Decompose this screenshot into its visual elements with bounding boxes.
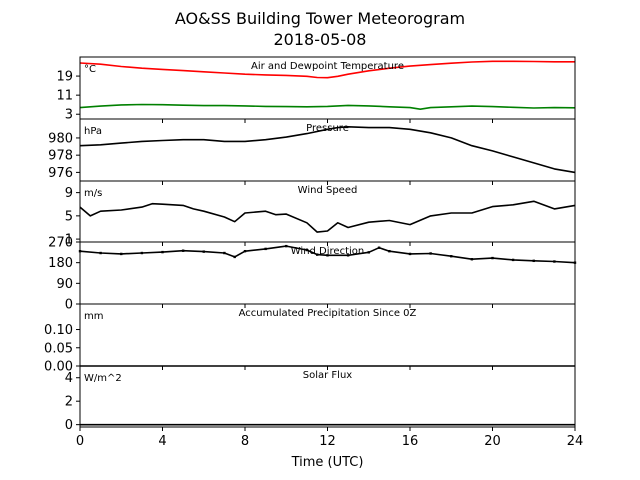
data-point [161, 250, 164, 254]
x-tick-label: 12 [319, 434, 336, 449]
panel-unit: °C [84, 64, 96, 75]
chart-subtitle: 2018-05-08 [274, 30, 367, 49]
panel-2: 976 978 980 Pressure hPa [48, 118, 576, 185]
y-tick-label: 5 [65, 209, 73, 224]
y-tick-label: 0 [65, 298, 73, 313]
data-point [367, 251, 370, 254]
data-point [491, 256, 494, 260]
data-point [223, 251, 226, 255]
panel-1: 3 11 19 Air and Dewpoint Temperature °C [56, 56, 576, 123]
y-tick-label: 19 [56, 70, 73, 85]
y-tick-label: 4 [65, 371, 73, 386]
series-line-1 [79, 60, 575, 79]
data-point [408, 252, 412, 256]
y-tick-label: 1 [65, 233, 73, 248]
data-point [511, 258, 515, 262]
data-point [285, 244, 288, 248]
y-tick-label: 0 [65, 418, 73, 433]
data-point [377, 246, 381, 249]
x-tick-label: 24 [567, 434, 584, 449]
data-point [243, 249, 247, 253]
y-tick-label: 980 [48, 131, 73, 146]
panel-title: Accumulated Precipitation Since 0Z [239, 308, 417, 319]
y-tick-label: 0.10 [44, 323, 73, 338]
x-tick-label: 20 [484, 434, 501, 449]
data-point [532, 259, 535, 263]
panel-4: 0 90 180 270 Wind Direction [48, 236, 577, 313]
data-point [202, 250, 205, 253]
data-point [305, 248, 309, 252]
y-tick-label: 0.05 [44, 341, 73, 356]
data-point [429, 252, 432, 255]
y-tick-label: 9 [65, 186, 73, 201]
y-tick-label: 978 [48, 149, 73, 164]
data-point [181, 249, 185, 252]
data-point [470, 258, 474, 261]
y-tick-label: 3 [65, 108, 73, 123]
panel-title: Wind Direction [291, 246, 365, 257]
panel-5: 0.00 0.05 0.10 Accumulated Precipitation Si… [44, 303, 576, 375]
series-line-1 [79, 200, 576, 233]
panel-3: 1 5 9 Wind Speed m/s [65, 180, 576, 248]
y-tick-label: 90 [56, 277, 73, 292]
data-point [99, 251, 102, 255]
x-tick-label: 8 [241, 434, 249, 449]
data-point [553, 260, 556, 263]
panel-title: Wind Speed [298, 185, 358, 196]
series-line-1 [79, 126, 576, 174]
panel-unit: W/m^2 [84, 373, 122, 384]
y-tick-label: 0.00 [44, 360, 73, 375]
series-line-1 [79, 245, 576, 264]
panel-unit: hPa [84, 126, 102, 137]
panel-unit: mm [84, 311, 103, 322]
x-axis-label: Time (UTC) [291, 455, 364, 470]
x-tick-label: 4 [158, 434, 166, 449]
x-tick-label: 16 [402, 434, 419, 449]
data-point [264, 247, 267, 251]
series-line-2 [79, 103, 576, 110]
panel-title: Solar Flux [303, 370, 353, 381]
panel-unit: m/s [84, 188, 102, 199]
x-tick-label: 0 [76, 434, 84, 449]
data-point [315, 253, 319, 256]
data-point [326, 254, 329, 257]
data-point [140, 251, 144, 255]
data-point [233, 255, 236, 259]
data-point [120, 252, 123, 256]
y-tick-label: 976 [48, 166, 73, 181]
y-tick-label: 11 [56, 89, 73, 104]
panel-title: Air and Dewpoint Temperature [251, 61, 404, 72]
data-point [388, 249, 391, 253]
panel-title: Pressure [306, 123, 349, 134]
y-tick-label: 270 [48, 236, 73, 251]
data-point [450, 255, 453, 258]
y-tick-label: 2 [65, 395, 73, 410]
y-tick-label: 180 [48, 256, 73, 271]
chart-title: AO&SS Building Tower Meteorogram [175, 9, 465, 28]
data-point [346, 254, 350, 257]
